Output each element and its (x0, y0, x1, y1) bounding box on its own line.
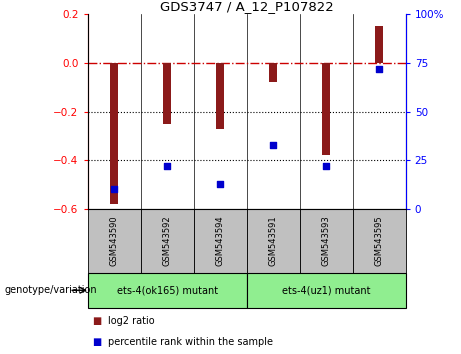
Text: GSM543590: GSM543590 (110, 215, 118, 266)
Text: percentile rank within the sample: percentile rank within the sample (108, 337, 273, 347)
Point (269, 142, 277, 147)
Point (110, 187, 118, 192)
Bar (269, 63, 277, 82)
FancyBboxPatch shape (141, 209, 194, 273)
Point (322, 163, 330, 169)
Text: ■: ■ (92, 337, 101, 347)
FancyBboxPatch shape (88, 273, 247, 308)
Text: ets-4(ok165) mutant: ets-4(ok165) mutant (117, 285, 218, 295)
FancyBboxPatch shape (247, 209, 300, 273)
Title: GDS3747 / A_12_P107822: GDS3747 / A_12_P107822 (160, 0, 333, 13)
Bar (163, 63, 171, 124)
Text: GSM543592: GSM543592 (163, 215, 171, 266)
Bar (322, 63, 330, 155)
Point (216, 181, 224, 186)
Text: genotype/variation: genotype/variation (5, 285, 97, 295)
Text: GSM543591: GSM543591 (269, 215, 278, 266)
Point (163, 163, 171, 169)
Text: ■: ■ (92, 316, 101, 326)
Text: GSM543594: GSM543594 (216, 215, 225, 266)
FancyBboxPatch shape (88, 209, 141, 273)
FancyBboxPatch shape (353, 209, 406, 273)
Point (375, 66, 383, 72)
Bar (216, 63, 224, 129)
FancyBboxPatch shape (194, 209, 247, 273)
FancyBboxPatch shape (300, 209, 353, 273)
Text: GSM543593: GSM543593 (322, 215, 331, 266)
Text: GSM543595: GSM543595 (375, 215, 384, 266)
Bar (375, 26, 383, 63)
Text: ets-4(uz1) mutant: ets-4(uz1) mutant (282, 285, 370, 295)
FancyBboxPatch shape (247, 273, 406, 308)
Text: log2 ratio: log2 ratio (108, 316, 155, 326)
Bar (110, 63, 118, 204)
